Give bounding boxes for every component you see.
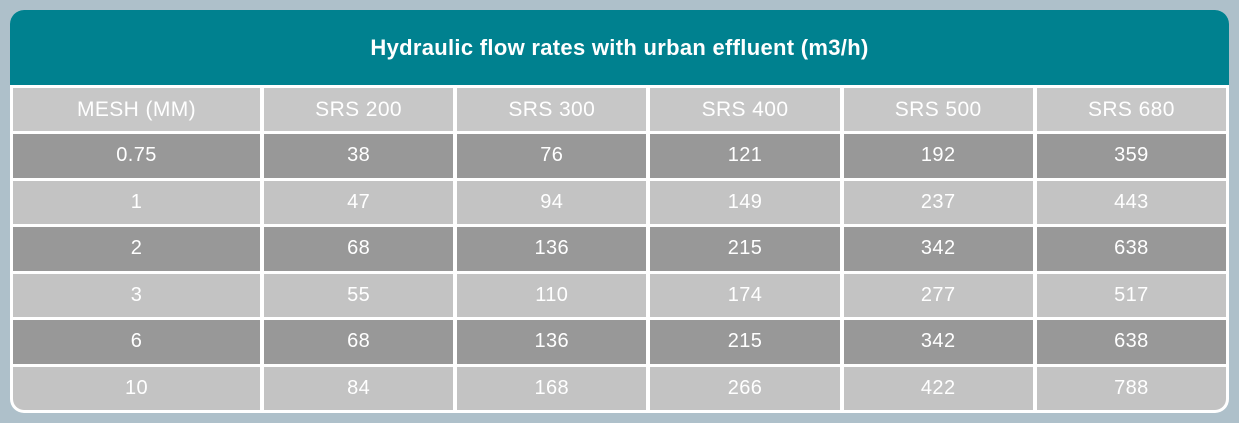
value-cell: 422 <box>843 366 1033 410</box>
column-header-srs-200: SRS 200 <box>264 88 454 131</box>
column-header-srs-300: SRS 300 <box>457 88 647 131</box>
value-cell: 517 <box>1036 273 1226 317</box>
value-cell: 266 <box>650 366 840 410</box>
value-cell: 237 <box>843 180 1033 224</box>
value-cell: 638 <box>1036 320 1226 364</box>
value-cell: 55 <box>264 273 454 317</box>
value-cell: 68 <box>264 227 454 271</box>
mesh-cell: 1 <box>13 180 260 224</box>
column-header-mesh: MESH (MM) <box>13 88 260 131</box>
value-cell: 277 <box>843 273 1033 317</box>
column-header-srs-500: SRS 500 <box>843 88 1033 131</box>
value-cell: 174 <box>650 273 840 317</box>
table-grid: MESH (MM) SRS 200 SRS 300 SRS 400 SRS 50… <box>10 88 1229 413</box>
value-cell: 168 <box>457 366 647 410</box>
value-cell: 38 <box>264 134 454 178</box>
table-title: Hydraulic flow rates with urban effluent… <box>370 34 869 60</box>
mesh-cell: 0.75 <box>13 134 260 178</box>
value-cell: 215 <box>650 320 840 364</box>
column-header-srs-680: SRS 680 <box>1036 88 1226 131</box>
value-cell: 68 <box>264 320 454 364</box>
mesh-cell: 10 <box>13 366 260 410</box>
mesh-cell: 6 <box>13 320 260 364</box>
value-cell: 788 <box>1036 366 1226 410</box>
mesh-cell: 3 <box>13 273 260 317</box>
value-cell: 94 <box>457 180 647 224</box>
value-cell: 149 <box>650 180 840 224</box>
value-cell: 192 <box>843 134 1033 178</box>
value-cell: 110 <box>457 273 647 317</box>
value-cell: 76 <box>457 134 647 178</box>
value-cell: 47 <box>264 180 454 224</box>
value-cell: 342 <box>843 320 1033 364</box>
value-cell: 136 <box>457 227 647 271</box>
value-cell: 359 <box>1036 134 1226 178</box>
mesh-cell: 2 <box>13 227 260 271</box>
value-cell: 443 <box>1036 180 1226 224</box>
table-title-bar: Hydraulic flow rates with urban effluent… <box>10 10 1229 85</box>
value-cell: 638 <box>1036 227 1226 271</box>
value-cell: 136 <box>457 320 647 364</box>
value-cell: 342 <box>843 227 1033 271</box>
value-cell: 84 <box>264 366 454 410</box>
value-cell: 215 <box>650 227 840 271</box>
hydraulic-flow-rates-table: Hydraulic flow rates with urban effluent… <box>10 10 1229 413</box>
value-cell: 121 <box>650 134 840 178</box>
column-header-srs-400: SRS 400 <box>650 88 840 131</box>
